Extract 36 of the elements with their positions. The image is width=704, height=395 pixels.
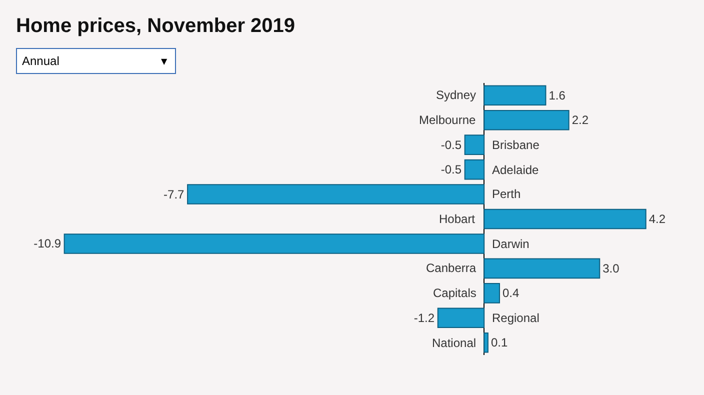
bar	[464, 159, 485, 180]
data-label: -0.5	[440, 138, 462, 152]
y-tick-label: Sydney	[436, 88, 476, 102]
data-label: -1.2	[414, 310, 435, 325]
y-tick-label: Regional	[492, 311, 540, 325]
data-label: 0.4	[502, 286, 520, 300]
data-label: -10.9	[34, 236, 62, 251]
bar	[484, 332, 488, 353]
y-tick-label: Hobart	[439, 212, 476, 226]
y-tick-label: Brisbane	[492, 138, 540, 152]
y-tick-label: Capitals	[433, 286, 476, 300]
y-tick-label: Darwin	[492, 237, 530, 251]
data-label: -7.7	[164, 187, 185, 202]
y-tick-label: Canberra	[426, 261, 476, 275]
data-label: 0.1	[490, 336, 508, 350]
y-tick-label: Perth	[492, 187, 521, 201]
data-label: 3.0	[602, 261, 620, 276]
data-label: 2.2	[572, 113, 589, 128]
bar	[484, 258, 600, 279]
data-label: 1.6	[548, 88, 566, 102]
bar	[464, 134, 485, 155]
bar	[484, 208, 646, 230]
y-tick-label: National	[432, 336, 476, 350]
bar	[484, 85, 546, 106]
bar	[64, 234, 485, 254]
bar	[437, 308, 485, 328]
bar	[484, 283, 500, 304]
data-label: -0.5	[440, 162, 462, 177]
chart-title: Home prices, November 2019	[16, 15, 296, 37]
text: ▼	[161, 57, 168, 66]
bar	[187, 184, 485, 204]
y-tick-label: Melbourne	[419, 113, 476, 127]
y-tick-label: Adelaide	[492, 163, 540, 177]
text: Annual	[22, 54, 60, 68]
data-label: 4.2	[648, 212, 666, 226]
bar	[484, 110, 570, 130]
